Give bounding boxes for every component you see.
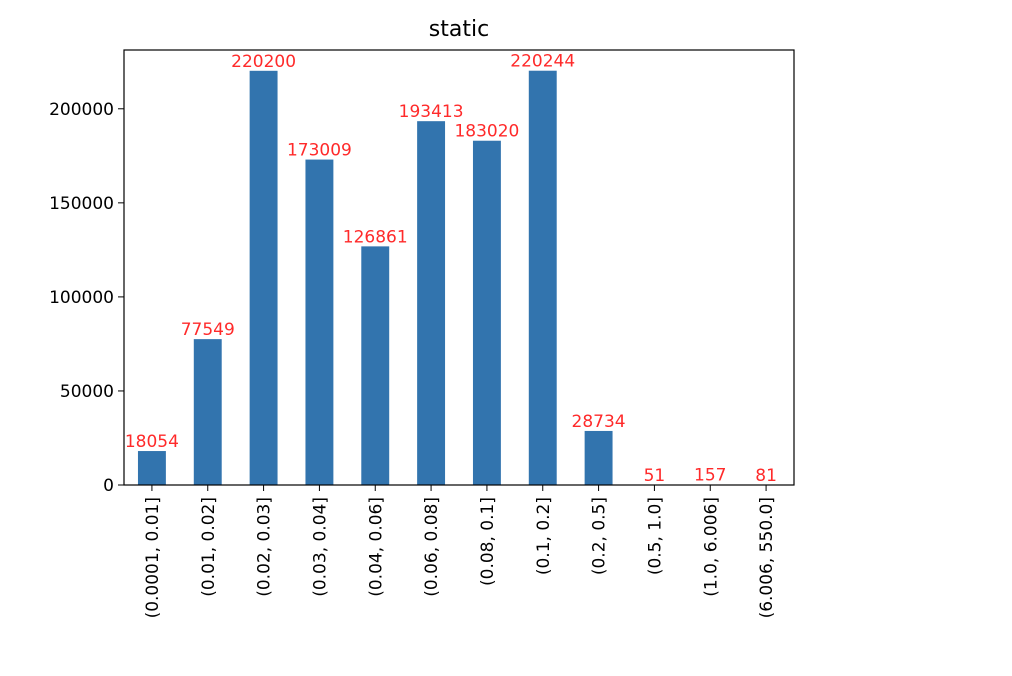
bar-value-label: 220200 xyxy=(231,52,296,72)
bar xyxy=(193,339,222,485)
bar xyxy=(528,70,557,486)
x-tick-label: (0.02, 0.03] xyxy=(255,497,275,597)
bar xyxy=(305,159,334,485)
x-tick-label: (0.2, 0.5] xyxy=(590,497,610,575)
bars-layer xyxy=(137,70,781,486)
bar-value-label: 77549 xyxy=(181,320,235,340)
bar-value-label: 28734 xyxy=(572,412,626,432)
bar-value-label: 220244 xyxy=(510,52,575,72)
x-tick-label: (0.1, 0.2] xyxy=(534,497,554,575)
bar-value-label: 18054 xyxy=(125,432,179,452)
x-tick-label: (0.03, 0.04] xyxy=(310,497,330,597)
y-tick-label: 100000 xyxy=(49,288,114,308)
y-tick-label: 50000 xyxy=(60,382,114,402)
x-tick-label: (0.08, 0.1] xyxy=(478,497,498,586)
data-labels-layer: 18054 77549 220200 173009 126861 193413183020… xyxy=(125,52,777,486)
chart-title: static xyxy=(429,17,489,42)
bar xyxy=(361,246,390,485)
x-tick-label: (0.5, 1.0] xyxy=(645,497,665,575)
plot-frame xyxy=(123,49,795,486)
bar xyxy=(249,70,278,486)
bar-value-label: 157 xyxy=(694,466,726,486)
x-tick-label: (0.04, 0.06] xyxy=(366,497,386,597)
x-tick-label: (0.0001, 0.01] xyxy=(143,497,163,618)
bar-value-label: 51 xyxy=(644,466,666,486)
y-tick-label: 0 xyxy=(103,476,114,496)
bar-value-label: 193413 xyxy=(399,102,464,122)
x-tick-label: (1.0, 6.006] xyxy=(701,497,721,597)
bar-value-label: 183020 xyxy=(454,122,519,142)
bar xyxy=(417,121,446,486)
bar-value-label: 126861 xyxy=(343,227,408,247)
x-tick-label: (0.01, 0.02] xyxy=(199,497,219,597)
bar-value-label: 81 xyxy=(755,466,777,486)
x-tick-label: (0.06, 0.08] xyxy=(422,497,442,597)
axes-layer: (0.0001, 0.01] (0.01, 0.02] (0.02, 0.03] (0… xyxy=(49,49,795,618)
bar xyxy=(584,430,613,485)
x-tick-label: (6.006, 550.0] xyxy=(757,497,777,618)
bar-value-label: 173009 xyxy=(287,141,352,161)
bar xyxy=(472,140,501,486)
y-tick-label: 150000 xyxy=(49,194,114,214)
bar xyxy=(137,451,166,485)
y-tick-label: 200000 xyxy=(49,100,114,120)
